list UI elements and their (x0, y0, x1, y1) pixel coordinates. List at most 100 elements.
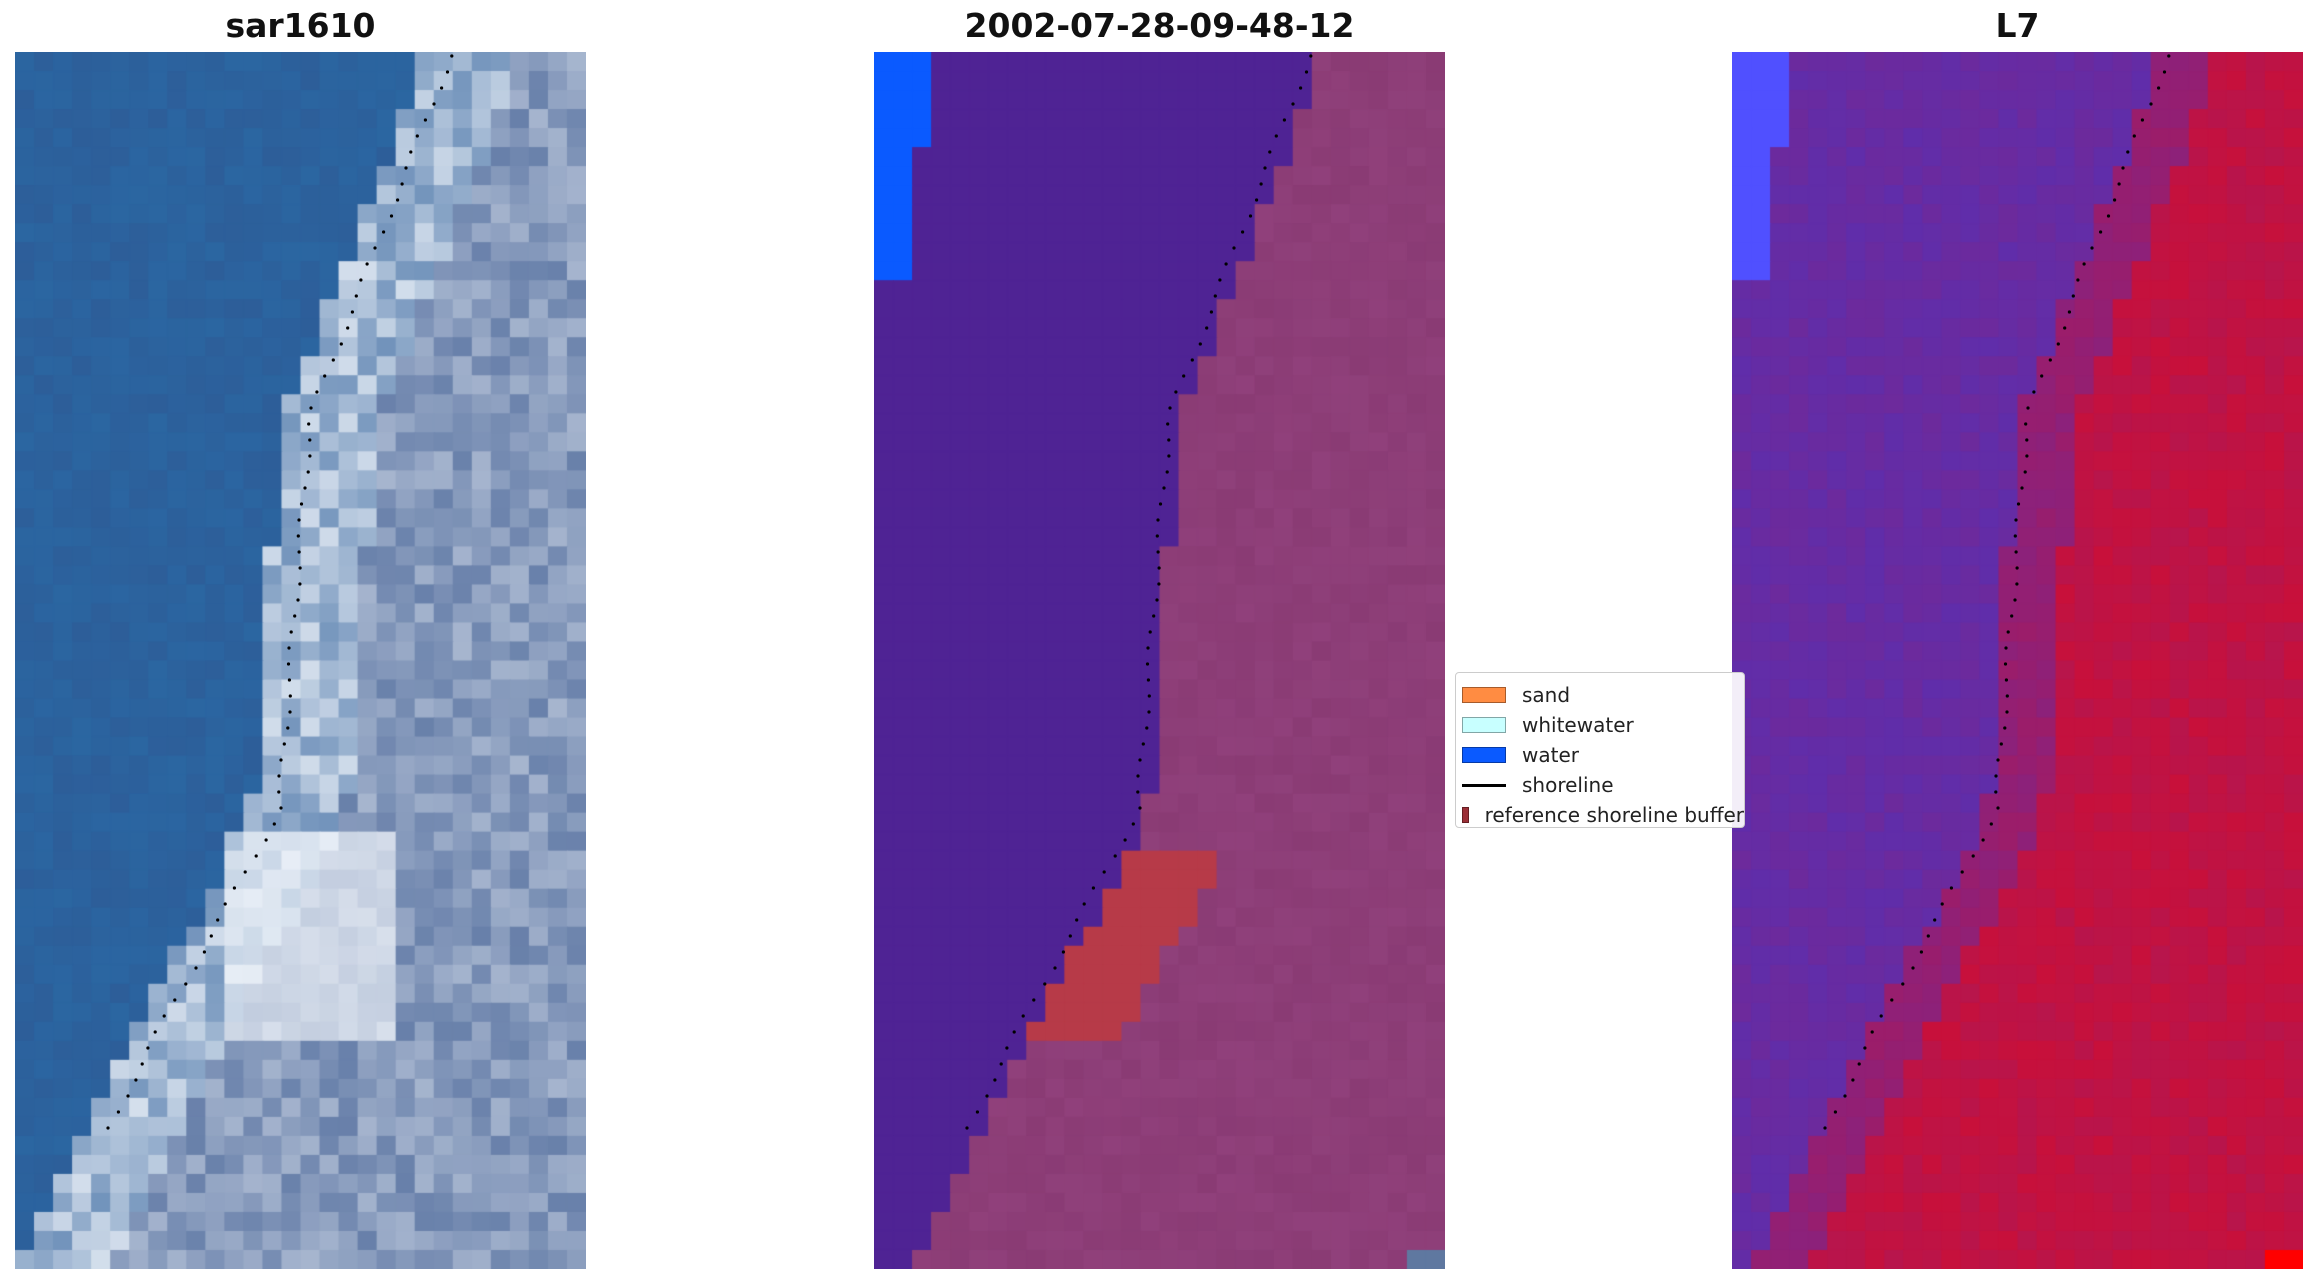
shoreline-point (1167, 438, 1171, 442)
shoreline-point (1138, 758, 1142, 762)
shoreline-point (2063, 326, 2067, 330)
legend-label: water (1522, 743, 1579, 767)
shoreline-point (1851, 1078, 1855, 1082)
shoreline-point (415, 134, 419, 138)
rgb-image-panel (15, 52, 586, 1269)
shoreline-point (346, 326, 350, 330)
shoreline-point (1996, 806, 2000, 810)
shoreline-point (400, 182, 404, 186)
shoreline-point (2024, 422, 2028, 426)
shoreline-point (1268, 150, 1272, 154)
shoreline-point (279, 806, 283, 810)
shoreline-point (146, 1046, 150, 1050)
shoreline-point (209, 934, 213, 938)
shoreline-point (1940, 902, 1944, 906)
shoreline-point (307, 422, 311, 426)
shoreline-point (1157, 582, 1161, 586)
shoreline-point (2113, 198, 2117, 202)
shoreline-point (1224, 262, 1228, 266)
shoreline-overlay (965, 54, 1313, 1130)
shoreline-point (243, 870, 247, 874)
legend-item-whitewater: whitewater (1456, 710, 1744, 740)
shoreline-point (1032, 998, 1036, 1002)
legend-label: sand (1522, 683, 1571, 707)
shoreline-point (1870, 1030, 1874, 1034)
shoreline-point (396, 198, 400, 202)
shoreline-point (296, 598, 300, 602)
shoreline-point (1113, 854, 1117, 858)
shoreline-point (409, 150, 413, 154)
shoreline-point (1053, 966, 1057, 970)
shoreline-point (184, 982, 188, 986)
rgb-image (15, 52, 586, 1269)
shoreline-point (223, 902, 227, 906)
shoreline-point (365, 262, 369, 266)
shoreline-line-icon (1462, 783, 1506, 787)
shoreline-point (331, 358, 335, 362)
shoreline-point (1981, 838, 1985, 842)
shoreline-point (2003, 726, 2007, 730)
shoreline-point (1162, 486, 1166, 490)
shoreline-point (323, 374, 327, 378)
shoreline-point (2004, 646, 2008, 650)
shoreline-point (2025, 454, 2029, 458)
shoreline-point (1919, 950, 1923, 954)
shoreline-point (279, 758, 283, 762)
shoreline-point (1061, 950, 1065, 954)
shoreline-point (309, 406, 313, 410)
shoreline-point (985, 1094, 989, 1098)
panel-title-satellite: L7 (1995, 6, 2040, 45)
shoreline-point (2013, 598, 2017, 602)
shoreline-point (1994, 774, 1998, 778)
shoreline-point (1166, 422, 1170, 426)
shoreline-point (1241, 230, 1245, 234)
shoreline-point (126, 1094, 130, 1098)
shoreline-point (432, 102, 436, 106)
shoreline-point (298, 582, 302, 586)
shoreline-point (1198, 342, 1202, 346)
shoreline-point (134, 1078, 138, 1082)
shoreline-point (293, 614, 297, 618)
shoreline-point (1131, 822, 1135, 826)
shoreline-point (1157, 566, 1161, 570)
shoreline-point (1857, 1062, 1861, 1066)
shoreline-point (1148, 630, 1152, 634)
shoreline-point (1833, 1110, 1837, 1114)
shoreline-point (339, 342, 343, 346)
shoreline-point (2099, 230, 2103, 234)
shoreline-point (1209, 310, 1213, 314)
shoreline-point (286, 662, 291, 666)
shoreline-point (1255, 198, 1259, 202)
shoreline-point (153, 1030, 157, 1034)
legend-label: reference shoreline buffer (1484, 803, 1744, 827)
shoreline-point (298, 566, 302, 570)
shoreline-point (1091, 886, 1095, 890)
shoreline-point (1147, 710, 1151, 714)
shoreline-point (1999, 742, 2003, 746)
shoreline-point (254, 854, 258, 858)
shoreline-point (1213, 294, 1217, 298)
shoreline-point (1156, 518, 1160, 522)
shoreline-point (2020, 486, 2024, 490)
shoreline-point (423, 118, 427, 122)
shoreline-point (975, 1110, 979, 1114)
legend-label: whitewater (1522, 713, 1634, 737)
shoreline-point (232, 886, 236, 890)
shoreline-point (1021, 1014, 1025, 1018)
shoreline-point (1145, 662, 1150, 666)
shoreline-point (1994, 790, 1998, 794)
shoreline-point (308, 438, 312, 442)
shoreline-point (1136, 774, 1140, 778)
shoreline-point (1075, 918, 1079, 922)
reference-buffer-swatch-icon (1462, 807, 1469, 823)
shoreline-point (1274, 134, 1278, 138)
shoreline-point (1043, 982, 1047, 986)
shoreline-point (1996, 758, 2000, 762)
classified-image-panel (874, 52, 1445, 1269)
shoreline-point (1205, 326, 1209, 330)
whitewater-swatch-icon (1462, 717, 1506, 733)
legend-label: shoreline (1522, 773, 1614, 797)
shoreline-point (354, 294, 358, 298)
shoreline-point (2006, 630, 2010, 634)
shoreline-point (2016, 502, 2021, 506)
